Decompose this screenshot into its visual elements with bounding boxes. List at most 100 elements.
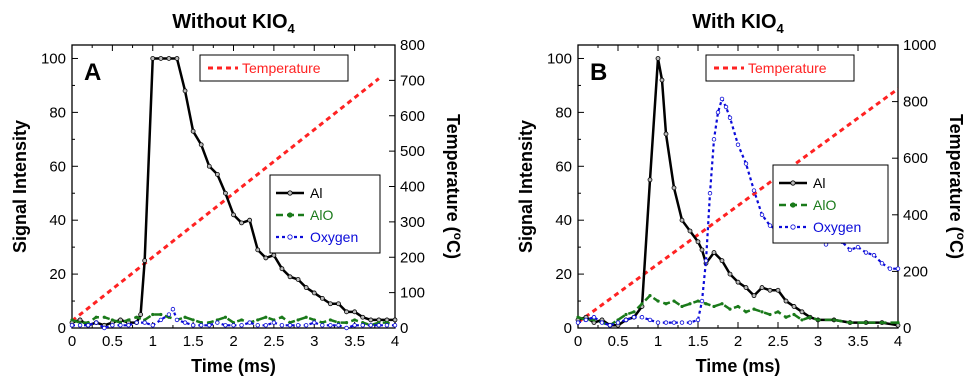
data-point-al: [255, 247, 261, 253]
data-point-oxygen: [591, 315, 597, 320]
data-point-al: [247, 217, 253, 223]
data-point-oxygen: [767, 223, 773, 228]
y-tick-label: 60: [49, 158, 66, 175]
data-point-oxygen: [85, 323, 91, 328]
data-point-oxygen: [182, 320, 188, 325]
y2-axis-title-unit: C): [443, 240, 463, 259]
y-tick-label: 20: [555, 266, 572, 283]
data-point-alo: [728, 307, 732, 311]
data-point-al: [695, 239, 701, 245]
temperature-line: [71, 77, 380, 323]
data-point-al: [767, 287, 773, 293]
temperature-line: [577, 87, 899, 324]
y2-axis-title-text: Temperature (: [946, 114, 966, 233]
y2-tick-label: 200: [400, 249, 425, 266]
data-point-oxygen: [198, 323, 204, 328]
data-point-oxygen: [69, 323, 75, 328]
data-point-alo: [632, 310, 636, 314]
data-point-alo: [688, 302, 692, 306]
y2-tick-label: 1000: [903, 37, 936, 54]
data-point-oxygen: [847, 247, 853, 253]
data-point-alo: [223, 315, 228, 319]
data-point-alo: [664, 302, 668, 306]
y-tick-label: 40: [555, 212, 572, 229]
data-point-al: [295, 277, 301, 282]
x-tick-label: 2.5: [768, 333, 789, 350]
data-point-oxygen: [723, 104, 729, 110]
data-point-al: [190, 128, 196, 134]
data-point-oxygen: [231, 323, 236, 328]
x-tick-label: 4: [391, 333, 399, 350]
y2-tick-label: 200: [903, 263, 928, 280]
y2-tick-label: 700: [400, 72, 425, 89]
data-point-oxygen: [150, 323, 155, 328]
chart-title-text: Without KIO: [172, 11, 287, 33]
data-point-alo: [696, 299, 700, 303]
legend-temperature-box: [705, 54, 855, 82]
data-point-al: [368, 317, 374, 323]
x-tick-label: 2: [229, 333, 237, 350]
y2-axis-title-degree: o: [451, 233, 465, 240]
data-point-al: [239, 220, 244, 226]
y-tick-label: 100: [41, 50, 66, 67]
data-point-alo: [848, 321, 852, 325]
data-point-oxygen: [607, 323, 613, 328]
x-tick-label: 0.5: [608, 333, 629, 350]
data-point-alo: [864, 321, 868, 325]
y2-axis-title-degree: o: [954, 233, 968, 240]
data-point-oxygen: [336, 323, 341, 328]
data-point-alo: [94, 315, 98, 319]
data-point-oxygen: [344, 325, 349, 331]
data-point-oxygen: [895, 266, 901, 271]
data-point-oxygen: [110, 323, 115, 328]
data-point-al: [743, 285, 749, 290]
data-point-oxygen: [671, 320, 677, 325]
data-point-oxygen: [142, 320, 147, 325]
y2-tick-label: 300: [400, 214, 425, 231]
data-point-oxygen: [166, 312, 172, 317]
data-point-alo: [736, 304, 740, 309]
data-point-al: [311, 290, 317, 296]
data-point-alo: [816, 318, 820, 322]
x-tick-label: 1.5: [183, 333, 204, 350]
y2-axis-title: Temperature (oC): [946, 114, 968, 259]
data-point-al: [263, 255, 269, 261]
data-point-alo: [784, 315, 788, 319]
x-tick-label: 4: [894, 333, 902, 350]
data-point-alo: [576, 315, 580, 319]
data-point-oxygen: [679, 320, 685, 325]
data-point-alo: [704, 302, 708, 306]
legend-label-alo: AlO: [310, 207, 333, 223]
data-point-alo: [183, 315, 187, 319]
data-point-alo: [800, 318, 804, 322]
data-point-alo: [126, 318, 131, 322]
data-point-al: [198, 142, 204, 148]
chart-title-text: With KIO: [692, 11, 776, 33]
data-point-al: [711, 250, 717, 255]
x-tick-label: 3: [814, 333, 822, 350]
panel-label: B: [590, 59, 607, 86]
data-point-oxygen: [223, 323, 228, 328]
data-point-al: [735, 279, 741, 285]
data-point-oxygen: [312, 320, 317, 325]
data-point-oxygen: [575, 320, 581, 325]
x-tick-label: 0: [574, 333, 582, 350]
data-point-al: [759, 285, 765, 290]
data-point-alo: [256, 318, 260, 322]
data-point-al: [719, 258, 725, 264]
legend-marker-al: [287, 190, 293, 196]
data-point-al: [138, 312, 144, 317]
data-point-oxygen: [743, 161, 749, 166]
data-point-alo: [280, 315, 284, 319]
legend-marker-oxygen: [790, 224, 796, 230]
legend-label-alo: AlO: [813, 197, 836, 213]
data-point-alo: [880, 321, 884, 325]
data-point-oxygen: [615, 320, 621, 325]
data-point-oxygen: [328, 323, 333, 328]
data-point-alo: [744, 310, 748, 314]
x-tick-label: 1: [149, 333, 157, 350]
data-point-oxygen: [271, 320, 277, 325]
data-point-al: [647, 177, 653, 183]
data-point-al: [783, 298, 789, 304]
